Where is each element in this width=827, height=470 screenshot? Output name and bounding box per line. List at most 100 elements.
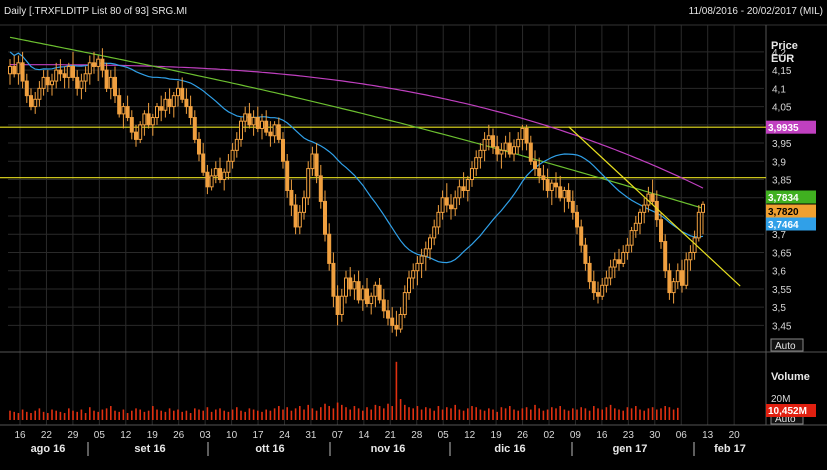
- candle-body: [180, 87, 185, 100]
- volume-bar: [626, 407, 629, 420]
- day-tick-label: 02: [543, 430, 555, 441]
- price-auto-button[interactable]: Auto: [770, 338, 804, 352]
- volume-tag-bg: [766, 404, 816, 417]
- candle-body: [176, 87, 180, 97]
- candle-body: [457, 186, 462, 199]
- candle-body: [684, 259, 689, 286]
- day-tick-label: 22: [41, 430, 53, 441]
- candle-body: [579, 226, 584, 246]
- volume-bar: [572, 408, 574, 420]
- volume-bar: [605, 407, 608, 420]
- candle-body: [461, 186, 466, 191]
- value-tag-text: 3,9935: [768, 123, 799, 134]
- volume-bar: [433, 410, 435, 420]
- volume-bar: [38, 408, 41, 420]
- price-tick-label: 3,65: [772, 248, 792, 259]
- volume-bar: [131, 410, 133, 420]
- volume-bar: [551, 407, 553, 420]
- candle-body: [638, 211, 642, 224]
- value-tag-text: 3,7834: [768, 193, 799, 204]
- volume-bar: [395, 361, 398, 420]
- candle-body: [12, 65, 17, 75]
- candle-body: [381, 299, 386, 312]
- candle-body: [24, 80, 29, 97]
- candle-body: [507, 142, 512, 155]
- volume-bar: [588, 410, 591, 420]
- volume-bar: [559, 406, 561, 420]
- volume-bar: [101, 409, 104, 420]
- volume-bar: [324, 403, 326, 420]
- volume-bar: [194, 408, 196, 420]
- candle-body: [440, 197, 445, 213]
- volume-bar: [147, 410, 150, 420]
- volume-bar: [248, 408, 251, 420]
- day-tick-label: 26: [517, 430, 529, 441]
- candle-body: [50, 80, 54, 86]
- candle-body: [239, 120, 243, 140]
- candle-body: [608, 266, 613, 279]
- candle-body: [281, 138, 285, 162]
- volume-bar: [72, 410, 74, 420]
- volume-bar: [492, 409, 494, 420]
- candle-body: [108, 76, 113, 89]
- volume-bar: [290, 410, 293, 420]
- volume-bar: [294, 408, 297, 420]
- volume-bar: [441, 409, 444, 420]
- volume-bar: [231, 409, 234, 420]
- candle-body: [377, 284, 382, 301]
- candle-body: [352, 281, 357, 290]
- candle-body: [562, 189, 567, 199]
- volume-bar: [177, 409, 179, 420]
- volume-bar: [404, 404, 406, 420]
- candle-body: [29, 95, 33, 108]
- candlesticks: [8, 48, 705, 337]
- day-tick-label: 30: [649, 430, 661, 441]
- volume-bar: [420, 409, 423, 420]
- price-axis-unit: EUR: [771, 53, 794, 65]
- candle-body: [612, 259, 617, 268]
- volume-bar: [378, 406, 381, 420]
- candle-body: [470, 168, 474, 181]
- volume-bar: [139, 409, 141, 420]
- volume-bars: [9, 361, 679, 420]
- volume-bar: [156, 409, 158, 420]
- volume-bar: [341, 404, 343, 420]
- month-label: ago 16: [31, 443, 66, 455]
- candle-body: [499, 149, 504, 155]
- candle-body: [486, 135, 491, 140]
- volume-bar: [668, 407, 671, 420]
- price-tick-label: 3,5: [772, 303, 786, 314]
- candle-body: [415, 262, 420, 272]
- candle-body: [516, 138, 521, 148]
- volume-bar: [303, 409, 305, 420]
- candle-body: [66, 65, 71, 78]
- volume-bar: [51, 409, 53, 420]
- day-tick-label: 03: [200, 430, 212, 441]
- candle-body: [8, 65, 12, 75]
- candle-body: [402, 292, 407, 315]
- volume-bar: [164, 411, 167, 420]
- candle-body: [58, 69, 63, 75]
- candle-body: [243, 113, 248, 122]
- candle-body: [117, 95, 122, 115]
- moving-averages: [9, 36, 704, 264]
- grid-lines: [8, 25, 764, 425]
- volume-bar: [21, 409, 24, 420]
- volume-bar: [84, 413, 87, 420]
- candle-body: [541, 175, 546, 181]
- candle-body: [671, 281, 676, 294]
- volume-bar: [576, 409, 578, 420]
- candle-body: [482, 138, 487, 151]
- value-tag-text: 3,7820: [768, 207, 799, 218]
- value-tag-ma-blue: 3,7464: [766, 217, 816, 231]
- candle-body: [264, 120, 269, 133]
- volume-bar: [278, 406, 280, 420]
- candle-body: [411, 270, 416, 279]
- candle-body: [213, 168, 218, 177]
- candle-body: [150, 117, 155, 126]
- volume-bar: [114, 410, 116, 420]
- volume-bar: [362, 410, 364, 420]
- volume-bar: [202, 410, 204, 420]
- volume-bar: [391, 406, 393, 420]
- candle-body: [100, 58, 105, 71]
